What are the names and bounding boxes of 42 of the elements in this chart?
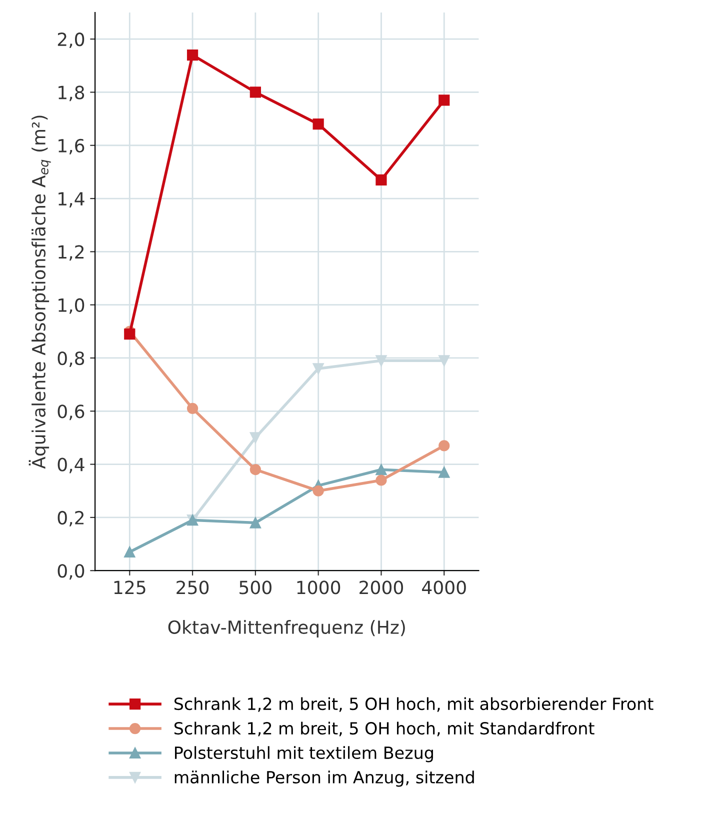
y-tick-label: 2,0	[58, 32, 84, 48]
point	[312, 118, 324, 130]
legend-label: Schrank 1,2 m breit, 5 OH hoch, mit Standardfront	[174, 722, 594, 736]
point	[250, 432, 261, 444]
point	[124, 546, 136, 558]
legend-label: Polsterstuhl mit textilem Bezug	[175, 746, 433, 762]
x-axis-title: Oktav-Mittenfrequenz (Hz)	[168, 620, 405, 638]
y-tick-label: 0,4	[58, 458, 84, 474]
point	[438, 466, 450, 478]
point	[376, 464, 387, 476]
y-tick-label: 0,0	[58, 564, 84, 580]
legend-label: Schrank 1,2 m breit, 5 OH hoch, mit absorbierender Front	[174, 697, 654, 712]
x-tick-label: 125	[114, 580, 146, 594]
y-axis-title: Äquivalente Absorptionsfläche A$_{eq}$ (m²)	[28, 116, 51, 469]
point	[438, 440, 450, 452]
point	[250, 517, 261, 528]
y-tick-label: 1,4	[58, 192, 84, 208]
x-tick-label: 500	[240, 580, 272, 594]
y-tick-label: 0,8	[58, 351, 84, 367]
point	[376, 355, 387, 366]
point	[250, 86, 261, 98]
x-tick-label: 4000	[422, 580, 466, 594]
y-tick-label: 1,8	[58, 86, 84, 102]
point	[376, 474, 387, 486]
x-tick-label: 1000	[297, 580, 340, 594]
y-tick-label: 1,2	[58, 245, 84, 261]
point	[438, 94, 450, 106]
x-tick-label: 2000	[360, 580, 404, 594]
point	[438, 355, 450, 366]
point	[376, 174, 387, 186]
y-tick-label: 0,6	[58, 404, 84, 420]
point	[186, 49, 198, 61]
point	[186, 402, 198, 414]
legend-label: männliche Person im Anzug, sitzend	[174, 770, 474, 787]
y-tick-label: 1,6	[58, 138, 84, 154]
x-tick-label: 250	[176, 580, 209, 594]
point	[312, 485, 324, 496]
y-tick-label: 0,2	[58, 510, 84, 526]
point	[312, 363, 324, 374]
point	[250, 464, 261, 476]
y-tick-label: 1,0	[58, 298, 84, 314]
point	[124, 328, 136, 340]
